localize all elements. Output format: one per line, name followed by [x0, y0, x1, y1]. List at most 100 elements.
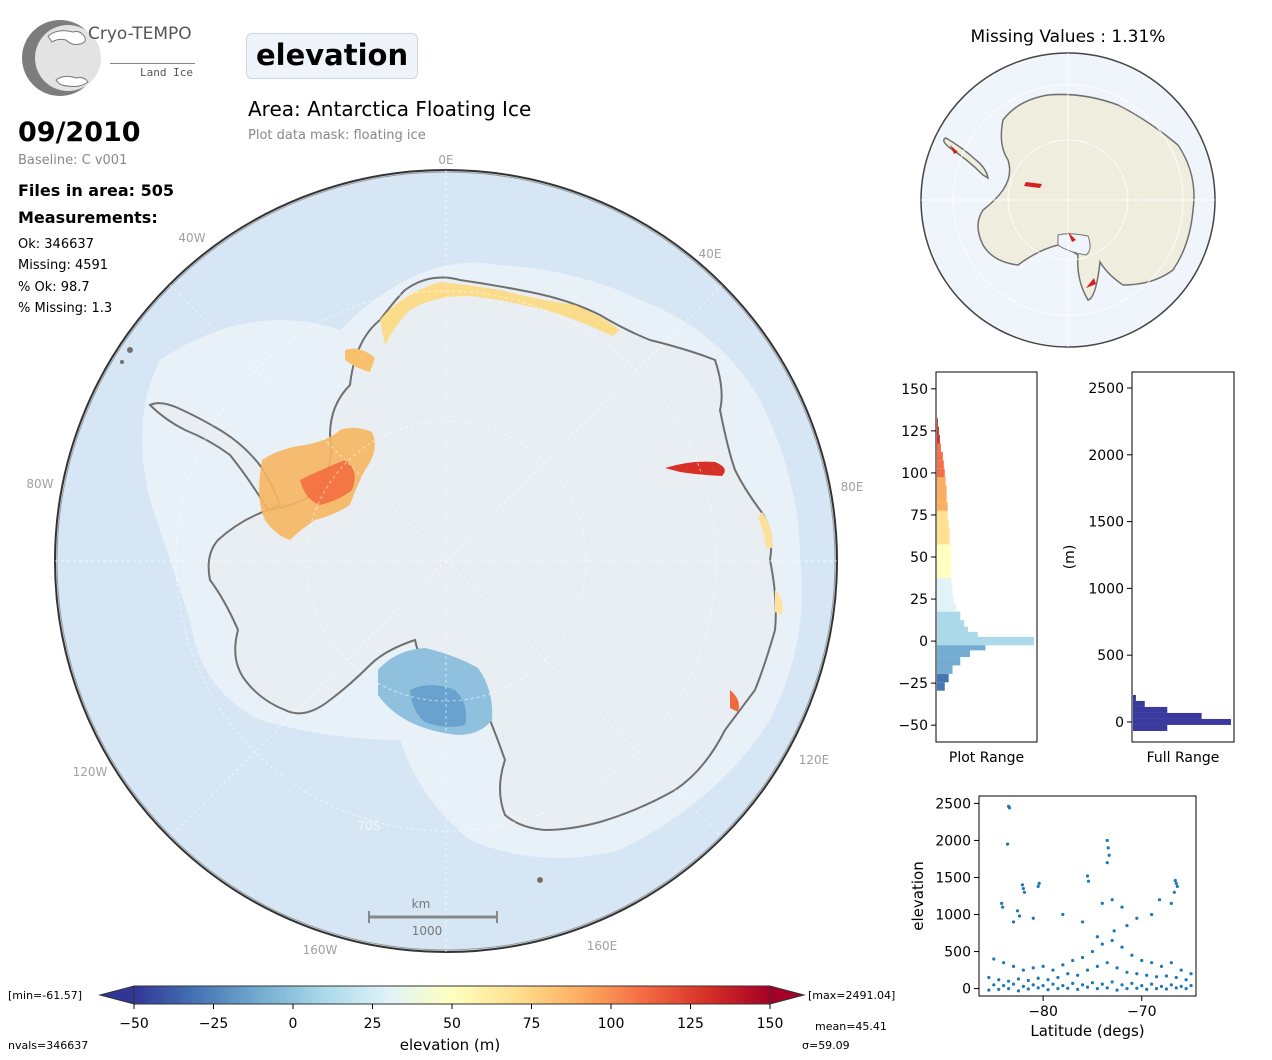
scatter-point: [1016, 989, 1021, 993]
y-tick-label: 2500: [1088, 381, 1124, 397]
scatter-point: [1145, 973, 1149, 977]
histogram-bar: [937, 443, 941, 452]
scatter-point: [1085, 985, 1090, 989]
histogram-bar: [937, 578, 952, 587]
missing-marker-3: [1086, 278, 1096, 288]
scatter-xlabel: Latitude (degs): [1030, 1022, 1144, 1040]
y-tick-label: −50: [898, 718, 928, 734]
scatter-point: [1071, 958, 1075, 963]
scatter-point: [1145, 987, 1149, 991]
scatter-point: [1002, 984, 1006, 988]
y-tick-label: 0: [919, 634, 928, 650]
histogram-bar: [937, 485, 947, 494]
colorbar-tick-label: 0: [289, 1016, 298, 1032]
scatter-point: [1095, 964, 1099, 968]
y-tick-label: 125: [901, 424, 928, 440]
scatter-point: [1140, 984, 1144, 988]
missing-marker-2: [950, 145, 958, 154]
histogram-bar: [1133, 712, 1202, 719]
histogram-bar: [937, 603, 957, 612]
stat-pct-missing: % Missing: 1.3: [18, 301, 113, 316]
scatter-point: [1125, 970, 1129, 974]
scatter-point: [1106, 846, 1110, 850]
colorbar-gradient: [133, 985, 771, 1005]
scatter-point: [1110, 898, 1114, 902]
histogram-bar: [937, 682, 945, 691]
colorbar-mean: mean=45.41: [815, 1020, 887, 1033]
scatter-point: [1174, 881, 1178, 886]
scatter-point: [1175, 884, 1179, 888]
y-tick-label: 0: [1115, 715, 1124, 731]
histogram-bar: [937, 426, 939, 436]
scatter-point: [1080, 983, 1085, 987]
colorbar-tick-label: −50: [119, 1016, 149, 1032]
scatter-point: [1179, 968, 1183, 972]
colorbar-sigma: σ=59.09: [802, 1039, 850, 1052]
histogram-bar: [937, 451, 943, 461]
y-tick-label: 2000: [1088, 448, 1124, 464]
lon-label-120e: 120E: [799, 753, 830, 767]
histogram-bar: [1133, 718, 1231, 725]
histogram-xlabel: Plot Range: [949, 750, 1024, 766]
scatter-frame: [978, 795, 1197, 997]
y-tick-label: 0: [962, 982, 971, 998]
x-tick-label: −70: [1127, 1004, 1157, 1020]
scatter-point: [1021, 984, 1025, 988]
logo-divider: [110, 63, 195, 64]
histogram-bar: [937, 673, 949, 683]
missing-values-map: [920, 52, 1216, 348]
scatter-point: [1015, 909, 1020, 913]
missing-marker-1: [1024, 182, 1042, 188]
chart-area: −50 −25 0 25 50 75 100 125 150 Plot Range 0 500 100…: [898, 371, 1235, 1040]
scatter-point: [992, 957, 996, 961]
histogram-bar: [937, 611, 961, 621]
histogram-bar: [937, 569, 951, 579]
scatter-point: [1006, 842, 1010, 846]
scatter-point: [1021, 886, 1025, 891]
amery-shelf: [665, 461, 725, 476]
scatter-point: [1105, 986, 1109, 990]
scatter-point: [1105, 861, 1109, 865]
y-tick-label: 1500: [1088, 515, 1124, 531]
scatter-point: [1001, 905, 1005, 909]
scatter-point: [1095, 986, 1099, 991]
scatter-point: [1000, 901, 1004, 906]
scatter-point: [997, 978, 1001, 982]
baseline-label: Baseline: C v001: [18, 153, 128, 168]
lon-label-40e: 40E: [699, 247, 722, 261]
scatter-point: [1157, 898, 1162, 902]
scatter-point: [1041, 964, 1045, 968]
y-tick-label: 75: [910, 508, 928, 524]
scatter-point: [1150, 961, 1154, 965]
histogram-ylabel: (m): [1062, 545, 1078, 570]
scatter-point: [1076, 987, 1080, 991]
colorbar: −50 −25 0 25 50 75 100 125 150: [98, 985, 806, 1032]
scatter-point: [1026, 987, 1030, 991]
scatter-point: [1179, 984, 1183, 988]
missing-values-title: Missing Values : 1.31%: [970, 27, 1166, 47]
histogram-bar: [937, 493, 947, 503]
histogram-bar: [937, 665, 953, 674]
measurements-heading: Measurements:: [18, 208, 158, 227]
stat-ok: Ok: 346637: [18, 237, 94, 252]
scatter-point: [1056, 975, 1060, 980]
y-tick-label: 500: [1097, 648, 1124, 664]
scatter-point: [1115, 988, 1119, 992]
scatter-point: [1189, 984, 1193, 988]
scatter-point: [1135, 986, 1139, 990]
scatter-point: [1011, 920, 1016, 924]
histogram-bar: [937, 561, 951, 570]
scatter-point: [1154, 986, 1159, 991]
lat-label-70s: 70S: [358, 819, 381, 833]
histogram-bar: [937, 477, 946, 486]
scatter-point: [1011, 982, 1016, 986]
scatter-point: [1189, 972, 1193, 976]
scatter-point: [1080, 955, 1085, 960]
y-tick-label: −25: [898, 676, 928, 692]
y-tick-label: 150: [901, 382, 928, 398]
scatter-point: [1125, 924, 1129, 928]
scatter-point: [1107, 853, 1111, 857]
histogram-bar: [937, 435, 940, 444]
scatter-point: [1150, 912, 1154, 917]
scatter-point: [1056, 986, 1060, 991]
